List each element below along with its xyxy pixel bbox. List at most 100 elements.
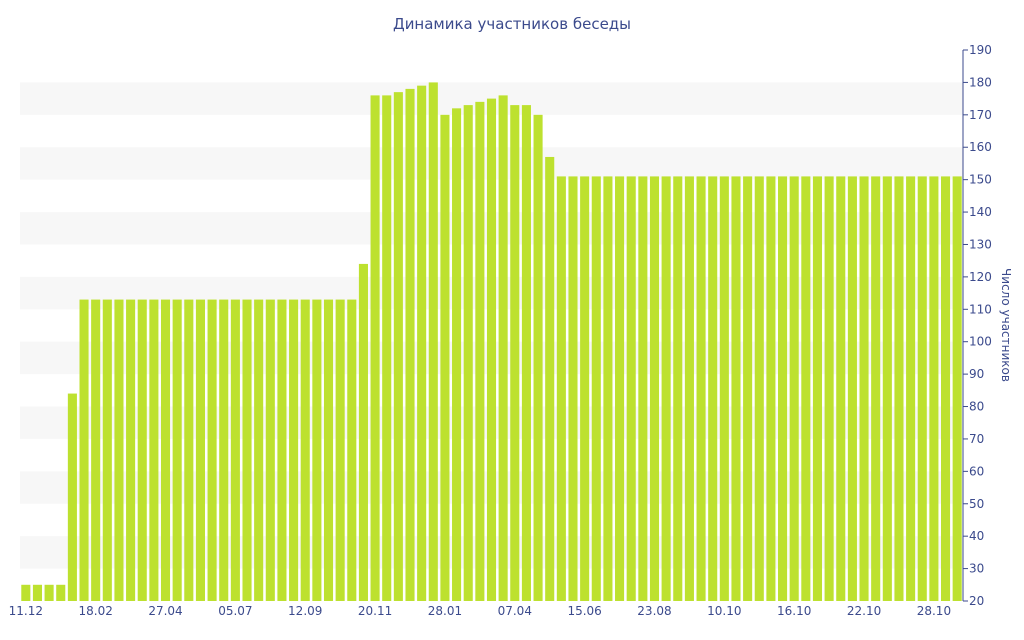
x-tick-label: 11.12: [9, 604, 43, 618]
bar: [452, 108, 462, 601]
bar: [428, 82, 438, 601]
bar: [847, 176, 857, 601]
bar: [545, 156, 555, 601]
x-tick-label: 28.10: [917, 604, 951, 618]
bar: [941, 176, 951, 601]
x-axis-ticks: 11.12 18.02 27.04 05.07 12.09 20.11 28.01 07.04…: [9, 604, 951, 618]
bar: [568, 176, 578, 601]
bar: [812, 176, 823, 601]
bar: [265, 299, 275, 601]
y-tick-label: 90: [969, 367, 984, 381]
bar: [486, 98, 497, 602]
y-tick-label: 110: [969, 302, 992, 316]
bar: [230, 299, 240, 601]
x-tick-label: 05.07: [218, 604, 252, 618]
bar: [323, 299, 334, 601]
y-tick-label: 160: [969, 140, 992, 154]
bar: [754, 176, 764, 601]
bar: [312, 299, 322, 601]
bar: [603, 176, 613, 601]
bar: [172, 299, 182, 601]
bar: [335, 299, 345, 601]
bar: [906, 176, 916, 601]
y-tick-label: 60: [969, 464, 984, 478]
bar: [207, 299, 217, 601]
bar: [195, 299, 205, 601]
bar: [91, 299, 101, 601]
bar: [929, 176, 939, 601]
x-tick-label: 18.02: [78, 604, 112, 618]
y-tick-label: 140: [969, 205, 992, 219]
y-tick-label: 30: [969, 562, 984, 576]
bar: [743, 176, 753, 601]
bar: [952, 176, 962, 601]
bar: [510, 105, 520, 601]
x-tick-label: 22.10: [847, 604, 881, 618]
x-tick-label: 15.06: [567, 604, 601, 618]
bar: [673, 176, 683, 601]
bar: [591, 176, 601, 601]
chart-title: Динамика участников беседы: [393, 15, 631, 33]
bar: [219, 299, 229, 601]
bar: [871, 176, 881, 601]
y-tick-label: 150: [969, 173, 992, 187]
bar: [894, 176, 904, 601]
bar: [417, 85, 427, 601]
bar: [731, 176, 741, 601]
bar: [21, 584, 31, 601]
bar-series: [21, 82, 962, 602]
bar: [615, 176, 625, 601]
bar: [649, 176, 660, 601]
bar: [358, 263, 368, 601]
bar: [859, 176, 869, 601]
bar: [32, 584, 42, 601]
bar: [498, 95, 508, 601]
bar: [696, 176, 706, 601]
bar: [44, 584, 54, 601]
bar: [126, 299, 136, 601]
bar: [801, 176, 811, 601]
bar: [638, 176, 648, 601]
bar: [254, 299, 264, 601]
bar: [289, 299, 299, 601]
x-tick-label: 07.04: [498, 604, 532, 618]
x-tick-label: 20.11: [358, 604, 392, 618]
bar: [661, 176, 671, 601]
bar: [393, 92, 403, 601]
y-tick-label: 180: [969, 75, 992, 89]
y-tick-label: 20: [969, 594, 984, 608]
bar: [882, 176, 892, 601]
bar: [626, 176, 636, 601]
bar: [789, 176, 799, 601]
bar: [79, 299, 89, 601]
y-tick-label: 130: [969, 237, 992, 251]
bar: [370, 95, 380, 601]
x-tick-label: 28.01: [428, 604, 462, 618]
bar: [440, 114, 450, 601]
bar: [347, 299, 357, 601]
bar: [149, 299, 159, 601]
x-tick-label: 10.10: [707, 604, 741, 618]
bar: [533, 114, 543, 601]
bar: [580, 176, 590, 601]
bar: [917, 176, 927, 601]
bar: [708, 176, 718, 601]
bar: [67, 393, 77, 601]
bar: [521, 105, 531, 601]
bar: [405, 88, 415, 601]
bar: [475, 101, 485, 602]
bar: [463, 105, 473, 601]
bar: [556, 176, 566, 601]
bar: [102, 299, 112, 601]
bar: [242, 299, 252, 601]
bar: [184, 299, 194, 601]
bar: [836, 176, 846, 601]
y-tick-label: 50: [969, 497, 984, 511]
bar: [277, 299, 287, 601]
bar: [719, 176, 729, 601]
bar: [56, 584, 66, 601]
y-tick-label: 170: [969, 108, 992, 122]
bar: [382, 95, 392, 601]
y-tick-label: 100: [969, 335, 992, 349]
y-tick-label: 80: [969, 400, 984, 414]
